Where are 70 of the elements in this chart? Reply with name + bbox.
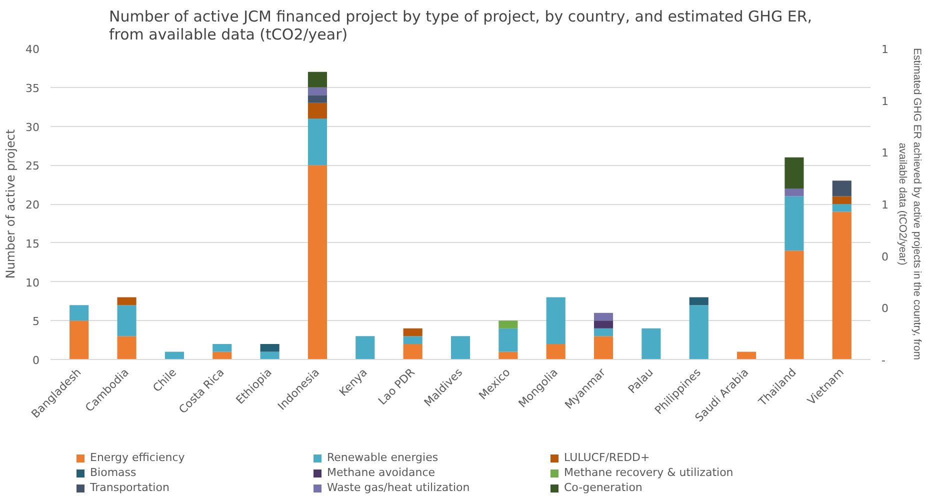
y2-axis-title: Estimated GHG ER achieved by active projects in the country, from available data (tCO2/year) — [896, 48, 923, 360]
bar — [642, 328, 661, 360]
bar — [594, 336, 614, 360]
bar — [308, 72, 328, 88]
bar — [260, 352, 280, 360]
bar — [832, 180, 852, 196]
bar — [403, 336, 422, 344]
y2-tick-label: - — [882, 354, 886, 367]
bar — [212, 344, 232, 352]
bar — [308, 95, 328, 103]
bar — [784, 157, 804, 188]
y-tick-label: 5 — [32, 315, 40, 328]
y-axis-title: Number of active project — [4, 129, 18, 279]
legend-label: Transportation — [90, 481, 170, 494]
legend-label: Renewable energies — [327, 451, 440, 464]
bar — [594, 320, 614, 328]
y-tick-label: 0 — [32, 354, 40, 367]
bar — [546, 344, 566, 360]
bar — [498, 320, 518, 328]
y-tick-label: 30 — [26, 120, 40, 134]
chart-title: Number of active JCM financed project by type of project, by country, and estimated GHG ER, from available data (tCO2/year) — [108, 8, 812, 44]
bar — [832, 204, 852, 212]
y-tick-label: 10 — [26, 276, 40, 290]
y2-tick-label: 1 — [882, 198, 888, 212]
bar — [117, 297, 136, 306]
bar — [498, 328, 518, 352]
bar — [212, 352, 232, 360]
legend-label: Methane avoidance — [327, 466, 436, 479]
bar — [164, 352, 184, 360]
bar — [594, 312, 614, 321]
bar — [308, 118, 328, 166]
bar — [260, 344, 280, 352]
bar — [784, 196, 804, 251]
legend-label: Co-generation — [564, 481, 644, 494]
bar — [308, 102, 328, 118]
y-tick-label: 40 — [26, 43, 40, 56]
bar — [308, 87, 328, 96]
bar — [832, 196, 852, 204]
bar — [594, 328, 614, 336]
bar — [403, 328, 422, 336]
bar — [356, 336, 375, 360]
y2-tick-label: 1 — [882, 94, 888, 108]
y-tick-label: 20 — [26, 198, 40, 212]
legend-label: Energy efficiency — [90, 451, 186, 464]
bar — [689, 297, 708, 306]
y2-tick-label: 0 — [882, 250, 888, 264]
legend-label: Biomass — [90, 466, 138, 479]
y-tick-label: 15 — [26, 237, 40, 250]
bar — [450, 336, 470, 360]
bar — [832, 212, 852, 360]
bar — [784, 188, 804, 196]
bar — [737, 352, 756, 360]
bar — [70, 320, 89, 360]
y2-tick-label: 0 — [882, 302, 888, 316]
bar — [403, 344, 422, 360]
bar — [117, 305, 136, 336]
legend-label: LULUCF/REDD+ — [564, 451, 651, 464]
legend-label: Methane recovery & utilization — [564, 466, 734, 479]
legend-label: Waste gas/heat utilization — [327, 481, 471, 494]
y2-tick-label: 1 — [882, 146, 888, 160]
bar — [70, 305, 89, 321]
bar — [546, 297, 566, 344]
y-tick-label: 25 — [26, 160, 40, 173]
y2-tick-label: 1 — [882, 43, 888, 56]
bar — [784, 250, 804, 360]
bar — [308, 165, 328, 360]
bar — [498, 352, 518, 360]
bar — [117, 336, 136, 360]
y-tick-label: 35 — [26, 82, 40, 95]
bar — [689, 305, 708, 360]
